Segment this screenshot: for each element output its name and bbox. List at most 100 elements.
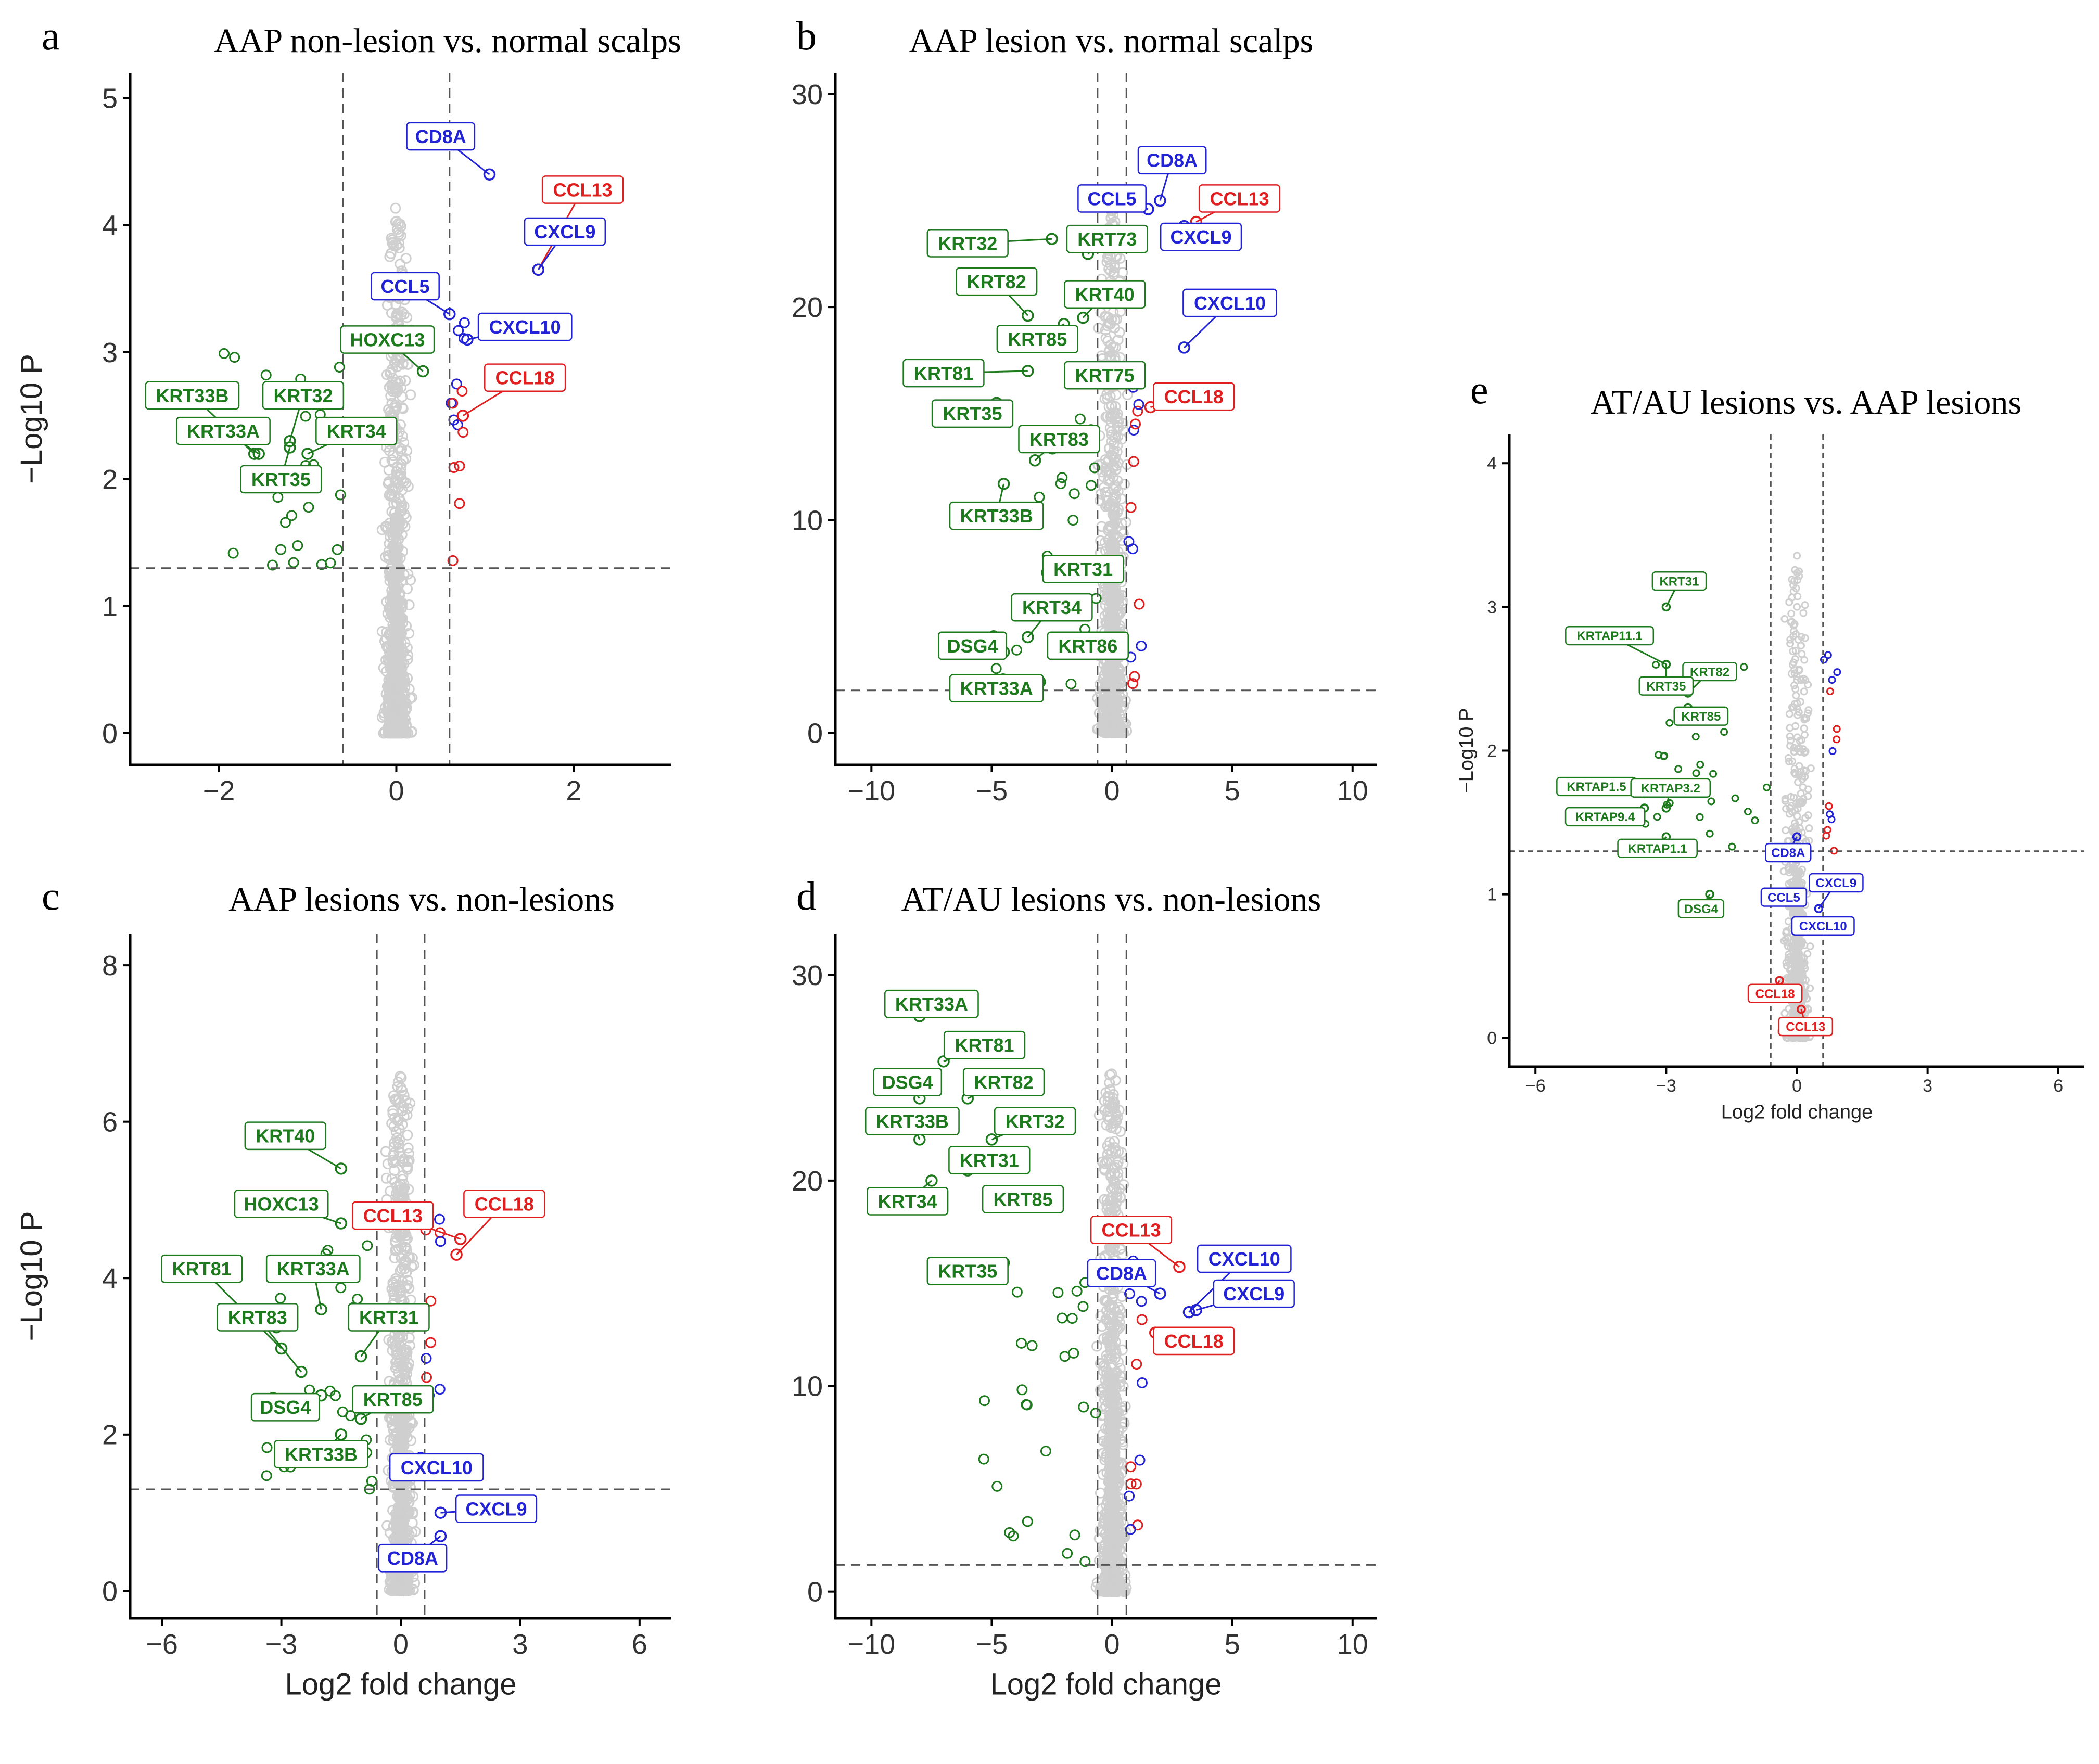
gene-label-KRT34: KRT34 xyxy=(878,1191,937,1212)
highlight-point-CXCL9 xyxy=(532,263,545,276)
gene-label-CCL5: CCL5 xyxy=(1088,188,1137,209)
highlight-point-CXCL10 xyxy=(1178,341,1190,354)
y-tick-label: 10 xyxy=(792,1371,823,1402)
grey-point xyxy=(402,583,413,595)
gene-label-box-CCL5 xyxy=(371,272,440,301)
x-tick-label: 3 xyxy=(512,1629,528,1660)
panel-letter-d: d xyxy=(796,873,817,918)
grey-point xyxy=(1117,418,1129,429)
blue-point xyxy=(1133,399,1144,410)
grey-point xyxy=(393,1333,404,1345)
green-point xyxy=(1086,480,1097,491)
grey-point xyxy=(1110,342,1121,353)
highlight-point-KRT81 xyxy=(1022,365,1034,377)
grey-point xyxy=(1111,586,1122,597)
highlight-point-CD8A xyxy=(1154,194,1166,207)
grey-point xyxy=(389,1165,400,1177)
grey-point xyxy=(397,1174,408,1185)
grey-point xyxy=(399,1263,410,1274)
gene-label-CXCL10: CXCL10 xyxy=(1194,292,1266,314)
gene-label-box-KRT33A xyxy=(949,674,1044,703)
blue-point xyxy=(451,378,462,390)
green-point xyxy=(286,510,297,521)
grey-point xyxy=(402,1280,413,1291)
blue-point xyxy=(1123,536,1135,547)
grey-point xyxy=(1112,334,1124,346)
y-tick-label: 5 xyxy=(102,83,118,114)
x-tick-label: −10 xyxy=(848,775,896,807)
grey-point xyxy=(393,242,405,254)
gene-label-DSG4: DSG4 xyxy=(882,1071,933,1093)
gene-label-box-KRT34 xyxy=(315,416,398,445)
grey-point xyxy=(1110,431,1121,443)
y-tick-label: 0 xyxy=(102,718,118,749)
green-point xyxy=(218,348,230,359)
gene-label-DSG4: DSG4 xyxy=(947,635,998,657)
grey-point xyxy=(1095,495,1106,506)
x-tick-label: −2 xyxy=(203,775,235,807)
grey-point xyxy=(384,251,396,262)
panel-letter-a: a xyxy=(42,13,60,58)
grey-point xyxy=(1105,1541,1116,1552)
green-point xyxy=(316,559,327,570)
grey-point xyxy=(403,1332,415,1344)
grey-point xyxy=(1109,479,1121,491)
gene-label-KRT32: KRT32 xyxy=(273,385,333,406)
grey-point xyxy=(398,1514,409,1525)
gene-label-box-KRT85 xyxy=(996,325,1078,353)
grey-point xyxy=(392,1077,404,1088)
gene-label-KRT83: KRT83 xyxy=(228,1307,287,1328)
grey-point xyxy=(380,551,391,563)
grey-point xyxy=(1105,416,1117,428)
gene-label-box-KRT40 xyxy=(1064,280,1146,309)
gene-label-CCL18: CCL18 xyxy=(1164,386,1224,407)
gene-label-box-CXCL9 xyxy=(524,217,606,246)
highlight-point-CXCL10 xyxy=(461,333,474,346)
gene-label-CCL18: CCL18 xyxy=(495,367,555,389)
grey-point xyxy=(396,1360,408,1371)
grey-point xyxy=(392,461,403,472)
gene-label-KRT75: KRT75 xyxy=(1075,365,1135,386)
highlight-point-KRT32 xyxy=(284,434,296,448)
highlight-point-KRT34 xyxy=(301,448,314,460)
gene-label-box-DSG4 xyxy=(938,631,1007,660)
y-tick-label: 20 xyxy=(792,1166,823,1197)
grey-point xyxy=(397,1374,408,1385)
gene-label-box-CXCL10 xyxy=(1182,288,1277,317)
panel-letter-c: c xyxy=(42,873,60,918)
gene-label-KRT85: KRT85 xyxy=(363,1389,423,1410)
y-tick-label: 2 xyxy=(102,464,118,495)
highlight-point-CCL18 xyxy=(456,410,469,422)
gene-label-box-KRT75 xyxy=(1064,361,1146,390)
grey-point xyxy=(402,1129,413,1141)
gene-label-box-CD8A xyxy=(1137,146,1207,175)
gene-label-KRT81: KRT81 xyxy=(172,1258,232,1280)
green-point xyxy=(266,559,278,571)
grey-point xyxy=(1107,1463,1118,1474)
highlight-point-KRT32 xyxy=(1046,233,1058,245)
gene-label-KRT82: KRT82 xyxy=(967,271,1026,292)
green-point xyxy=(1065,678,1077,689)
gene-label-CXCL10: CXCL10 xyxy=(401,1457,473,1478)
y-tick-label: 8 xyxy=(102,950,118,981)
grey-point xyxy=(1105,411,1116,423)
x-tick-label: 6 xyxy=(632,1629,647,1660)
red-point xyxy=(454,498,465,509)
gene-label-KRT85: KRT85 xyxy=(994,1188,1053,1210)
x-tick-label: 10 xyxy=(1337,1629,1368,1660)
grey-point xyxy=(390,1237,401,1248)
green-point xyxy=(1067,515,1079,526)
grey-point xyxy=(1098,482,1110,493)
grey-point xyxy=(391,361,403,372)
grey-point xyxy=(390,400,401,411)
green-point xyxy=(227,547,239,559)
gene-label-box-CCL18 xyxy=(484,363,566,392)
highlight-point-KRT33B xyxy=(248,448,261,460)
gene-label-KRT31: KRT31 xyxy=(359,1307,418,1328)
grey-point xyxy=(389,474,401,485)
y-tick-label: 30 xyxy=(792,960,823,991)
x-tick-label: 0 xyxy=(388,775,404,807)
gene-label-box-KRT33A xyxy=(176,416,271,445)
grey-point xyxy=(387,1345,398,1356)
